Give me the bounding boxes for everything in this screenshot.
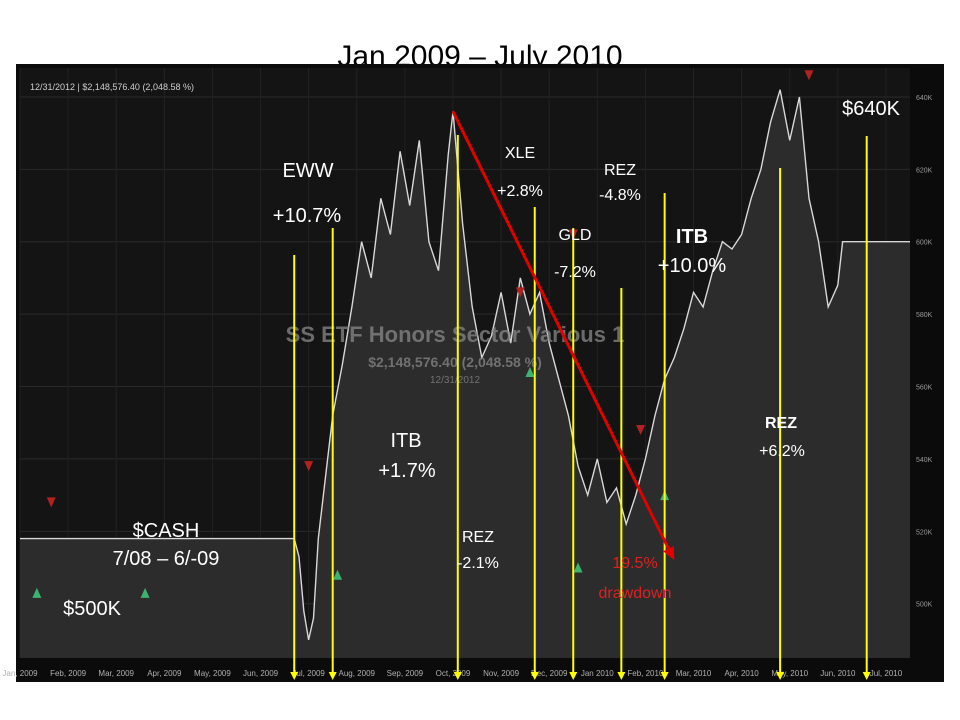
switch-line-arrowhead [290,672,299,680]
drawdown-arrow [451,110,670,550]
rez3-label: REZ [765,415,797,432]
rez3-gain: +6.2% [759,443,805,460]
x-tick-label: Apr, 2010 [724,669,759,678]
switch-line-arrowhead [453,672,462,680]
gld-label: GLD [558,227,592,244]
itb2-label: ITB [675,226,709,248]
watermark-date: 12/31/2012 [430,375,480,386]
sell-marker [636,424,646,435]
y-tick-label: 620K [916,167,933,174]
eww-label: EWW [282,160,334,182]
x-tick-label: Jun, 2010 [820,669,856,678]
itb2-gain: +10.0% [657,255,727,277]
header-readout: 12/31/2012 | $2,148,576.40 (2,048.58 %) [30,82,194,92]
x-tick-label: Apr, 2009 [147,669,182,678]
x-tick-label: Jul, 2010 [870,669,903,678]
equity-area [20,89,910,658]
sell-marker [515,287,525,298]
switch-line-arrowhead [660,672,669,680]
y-tick-label: 640K [916,95,933,102]
x-tick-label: Feb, 2009 [50,669,87,678]
watermark-value: $2,148,576.40 (2,048.58 %) [368,354,542,370]
end-value-label: $640K [842,98,900,120]
x-tick-label: Jul, 2009 [292,669,325,678]
x-tick-label: Jan 2010 [581,669,614,678]
rez2-label: REZ [604,162,636,179]
gld-gain: -7.2% [554,264,596,281]
cash-label: $CASH [132,520,200,542]
y-tick-label: 520K [916,529,933,536]
rez1-gain: -2.1% [457,555,499,572]
buy-marker [333,569,343,580]
drawdown-word-label: drawdown [598,585,672,602]
sell-marker [804,70,814,81]
itb1-label: ITB [390,430,422,452]
drawdown-arrow-head [663,545,675,561]
buy-marker [525,367,535,378]
x-tick-label: Aug, 2009 [339,669,376,678]
x-tick-label: Jun, 2009 [243,669,279,678]
sell-marker [46,497,56,508]
equity-line [20,89,910,641]
trade-markers [32,70,814,598]
x-tick-label: Oct, 2009 [436,669,471,678]
x-tick-label: Nov, 2009 [483,669,519,678]
y-tick-label: 600K [916,240,933,247]
x-tick-label: Dec, 2009 [531,669,568,678]
x-tick-label: May, 2010 [771,669,808,678]
switch-line-arrowhead [862,672,871,680]
x-tick-label: Feb, 2010 [627,669,664,678]
switch-line-arrowhead [569,672,578,680]
rez2-gain: -4.8% [599,187,641,204]
switch-line-arrowhead [776,672,785,680]
xle-gain: +2.8% [497,183,543,200]
buy-marker [140,587,150,598]
cash-period-label: 7/08 – 6/-09 [112,548,220,570]
xle-label: XLE [504,145,536,162]
y-tick-label: 500K [916,602,933,609]
y-tick-label: 560K [916,385,933,392]
y-axis: 500K 520K 540K 560K 580K 600K 620K 640K [916,95,933,609]
rez1-label: REZ [462,529,494,546]
start-value-label: $500K [63,598,121,620]
x-tick-label: Sep, 2009 [387,669,424,678]
y-tick-label: 540K [916,457,933,464]
eww-gain: +10.7% [272,205,342,227]
switch-line-arrowhead [617,672,626,680]
x-tick-label: Jan, 2009 [2,669,38,678]
x-axis: Jan, 2009 Feb, 2009 Mar, 2009 Apr, 2009 May,… [2,669,902,678]
x-tick-label: Mar, 2009 [98,669,134,678]
y-tick-label: 580K [916,312,933,319]
buy-marker [573,562,583,573]
switch-lines [290,135,871,680]
buy-marker [32,587,42,598]
x-tick-label: May, 2009 [194,669,231,678]
itb1-gain: +1.7% [378,460,436,482]
sell-marker [304,461,314,472]
drawdown-pct-label: 19.5% [612,555,658,572]
switch-line-arrowhead [530,672,539,680]
switch-line-arrowhead [328,672,337,680]
x-tick-label: Mar, 2010 [676,669,712,678]
